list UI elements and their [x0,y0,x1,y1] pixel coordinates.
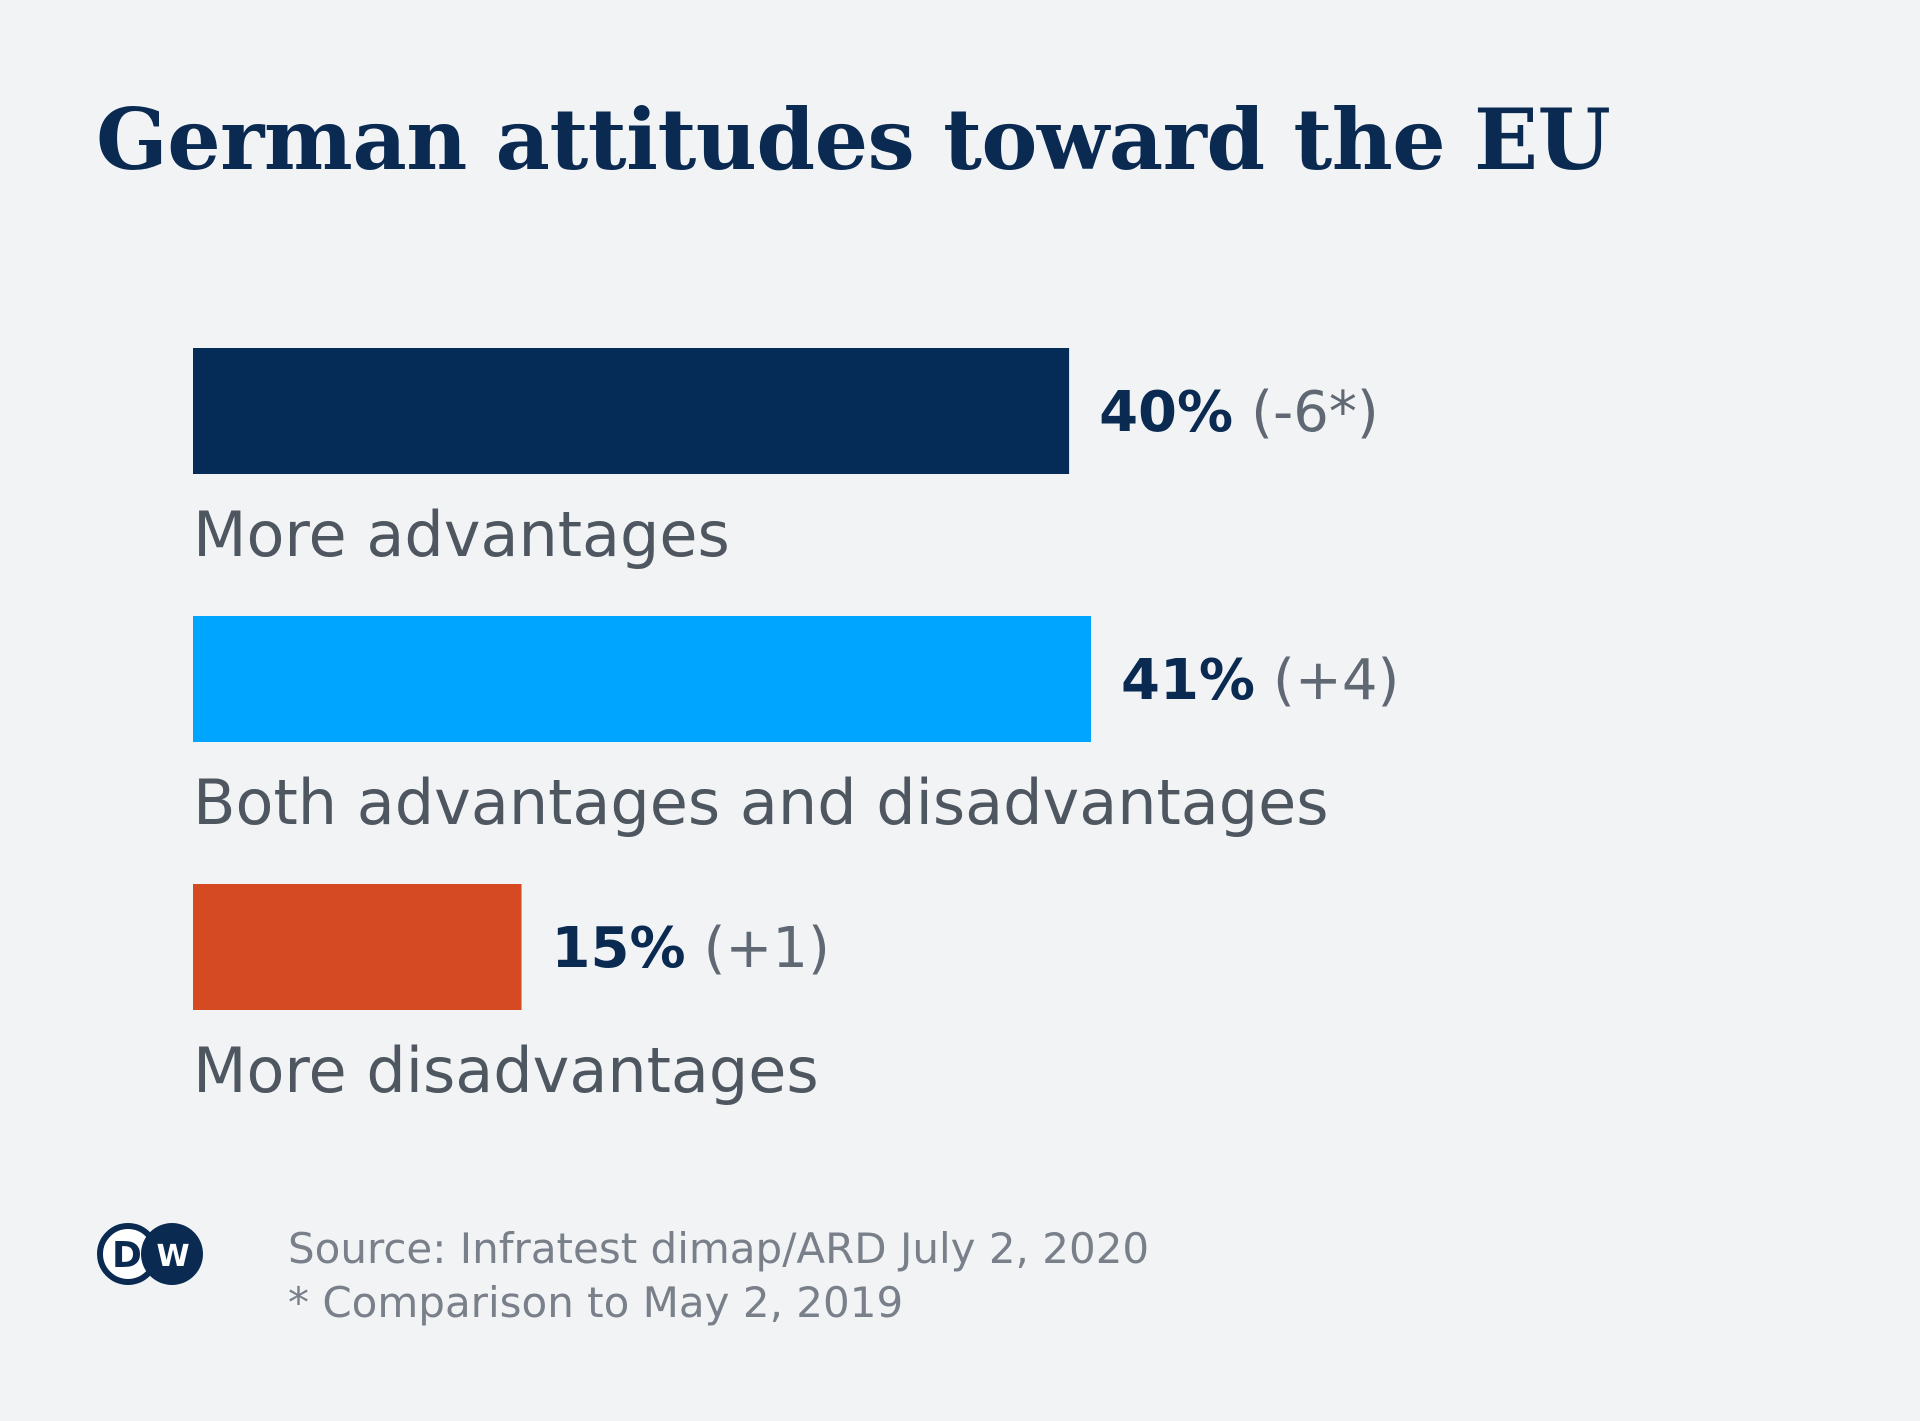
bar-value-label-0: 40% (-6*) [1099,380,1379,445]
category-label-0: More advantages [193,498,730,571]
bar-change-0: (-6*) [1251,380,1379,445]
bar-change-2: (+1) [704,916,830,981]
bar-value-0: 40% [1099,380,1233,445]
source-block: Source: Infratest dimap/ARD July 2, 2020… [288,1222,1149,1330]
bar-value-label-2: 15% (+1) [552,916,830,981]
svg-text:W: W [156,1239,189,1274]
bar-0 [193,348,1070,474]
source-text: Source: Infratest dimap/ARD July 2, 2020 [288,1224,1150,1273]
dw-logo: D W [97,1223,203,1285]
bar-change-1: (+4) [1273,648,1399,713]
bar-value-2: 15% [552,916,686,981]
bar-2 [193,884,522,1010]
category-label-1: Both advantages and disadvantages [193,766,1329,839]
footnote-text: * Comparison to May 2, 2019 [288,1278,904,1327]
chart-title: German attitudes toward the EU [96,90,1611,189]
bar-1 [193,616,1091,742]
bar-value-label-1: 41% (+4) [1121,648,1399,713]
bars-group: 40% (-6*) More advantages 41% (+4) Both advan… [193,348,1399,1107]
svg-text:D: D [112,1235,142,1276]
category-label-2: More disadvantages [193,1034,819,1107]
bar-value-1: 41% [1121,648,1255,713]
